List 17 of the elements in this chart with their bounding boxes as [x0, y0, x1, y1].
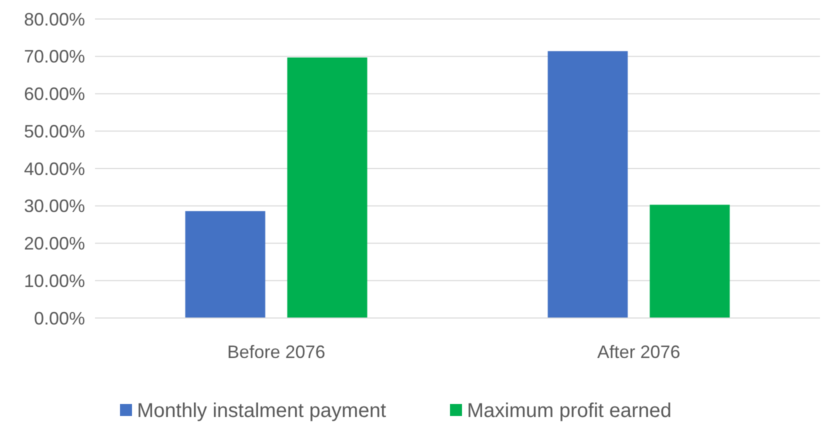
y-tick-label: 0.00%	[34, 308, 85, 328]
y-tick-label: 40.00%	[24, 158, 85, 179]
x-tick-label: Before 2076	[227, 342, 326, 362]
bar	[287, 57, 368, 318]
y-tick-label: 80.00%	[24, 9, 85, 30]
legend-label: Maximum profit earned	[467, 400, 672, 422]
x-tick-label: After 2076	[597, 342, 680, 362]
legend-label: Monthly instalment payment	[137, 400, 386, 422]
bar	[548, 51, 628, 318]
y-tick-label: 50.00%	[24, 121, 85, 142]
bar	[650, 204, 730, 318]
y-tick-label: 10.00%	[24, 270, 85, 291]
y-tick-label: 30.00%	[24, 196, 85, 216]
bar	[185, 211, 266, 318]
y-tick-label: 70.00%	[24, 46, 85, 67]
y-tick-label: 60.00%	[24, 84, 85, 104]
y-tick-label: 20.00%	[24, 234, 85, 254]
